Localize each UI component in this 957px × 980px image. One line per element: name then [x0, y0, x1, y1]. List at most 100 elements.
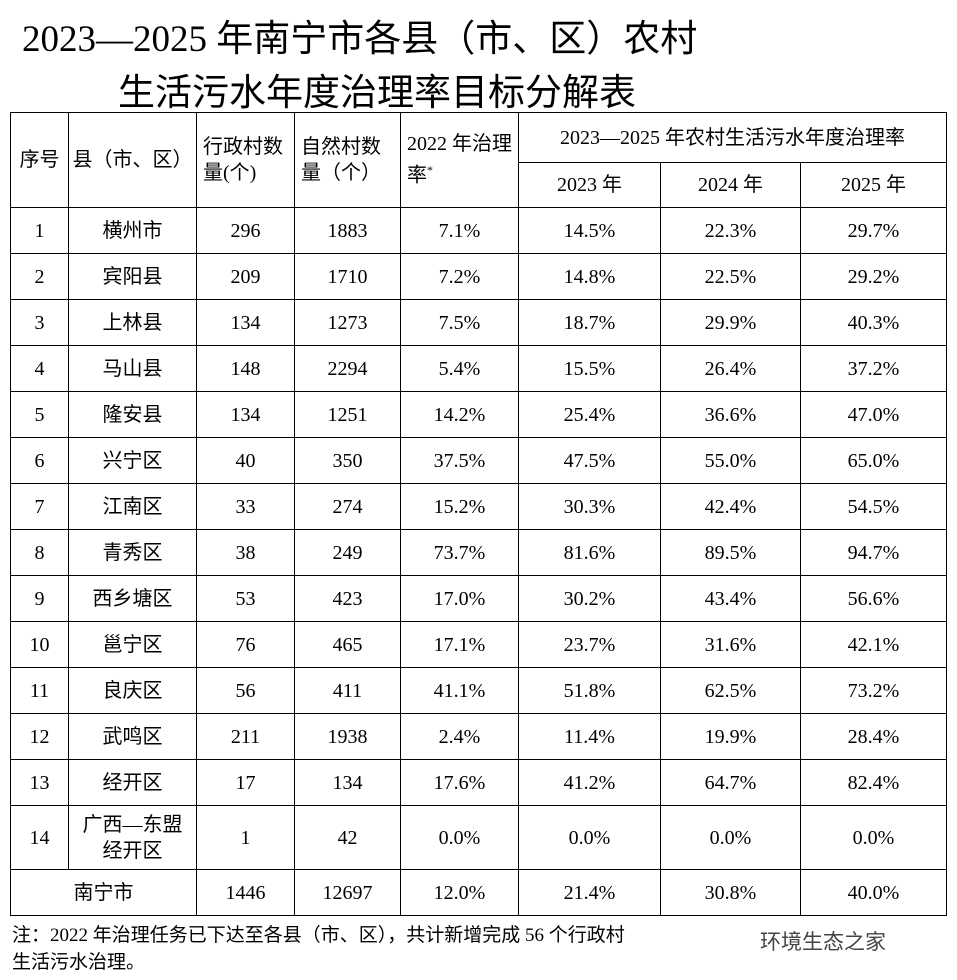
cell: 0.0%: [660, 805, 801, 870]
cell: 14.5%: [518, 207, 661, 254]
cell: 40: [196, 437, 295, 484]
header-text: 2022 年治理率: [407, 133, 512, 187]
cell: 2.4%: [400, 713, 519, 760]
header-cell: 序号: [10, 112, 69, 208]
cell: 73.2%: [800, 667, 947, 714]
cell: 350: [294, 437, 401, 484]
cell: 76: [196, 621, 295, 668]
cell: 65.0%: [800, 437, 947, 484]
cell: 12.0%: [400, 869, 519, 916]
data-row: 11 良庆区 56 411 41.1% 51.8% 62.5% 73.2%: [10, 667, 947, 714]
cell: 2: [10, 253, 69, 300]
cell: 5: [10, 391, 69, 438]
cell: 0.0%: [800, 805, 947, 870]
cell: 94.7%: [800, 529, 947, 576]
data-row: 5 隆安县 134 1251 14.2% 25.4% 36.6% 47.0%: [10, 391, 947, 438]
cell: 广西—东盟经开区: [68, 805, 197, 870]
cell: 55.0%: [660, 437, 801, 484]
header-cell: 行政村数量(个): [196, 112, 295, 208]
group-header: 2023—2025 年农村生活污水年度治理率: [518, 112, 947, 163]
cell: 13: [10, 759, 69, 806]
cell: 40.3%: [800, 299, 947, 346]
cell: 马山县: [68, 345, 197, 392]
cell: 11: [10, 667, 69, 714]
cell: 1883: [294, 207, 401, 254]
cell: 武鸣区: [68, 713, 197, 760]
cell: 56.6%: [800, 575, 947, 622]
data-row: 3 上林县 134 1273 7.5% 18.7% 29.9% 40.3%: [10, 299, 947, 346]
cell: 上林县: [68, 299, 197, 346]
cell: 211: [196, 713, 295, 760]
cell: 26.4%: [660, 345, 801, 392]
cell: 62.5%: [660, 667, 801, 714]
cell: 1: [10, 207, 69, 254]
cell: 41.1%: [400, 667, 519, 714]
cell: 15.2%: [400, 483, 519, 530]
cell: 11.4%: [518, 713, 661, 760]
cell: 8: [10, 529, 69, 576]
cell: 64.7%: [660, 759, 801, 806]
cell: 经开区: [68, 759, 197, 806]
data-row: 6 兴宁区 40 350 37.5% 47.5% 55.0% 65.0%: [10, 437, 947, 484]
header-cell: 县（市、区）: [68, 112, 197, 208]
cell: 1446: [196, 869, 295, 916]
cell: 30.2%: [518, 575, 661, 622]
cell: 43.4%: [660, 575, 801, 622]
cell: 14.8%: [518, 253, 661, 300]
data-row: 1 横州市 296 1883 7.1% 14.5% 22.3% 29.7%: [10, 207, 947, 254]
data-row: 14 广西—东盟经开区 1 42 0.0% 0.0% 0.0% 0.0%: [10, 805, 947, 870]
cell: 36.6%: [660, 391, 801, 438]
cell: 81.6%: [518, 529, 661, 576]
cell: 42: [294, 805, 401, 870]
cell: 40.0%: [800, 869, 947, 916]
cell: 22.3%: [660, 207, 801, 254]
cell: 42.4%: [660, 483, 801, 530]
cell: 25.4%: [518, 391, 661, 438]
cell: 5.4%: [400, 345, 519, 392]
cell: 7: [10, 483, 69, 530]
data-row: 7 江南区 33 274 15.2% 30.3% 42.4% 54.5%: [10, 483, 947, 530]
cell: 3: [10, 299, 69, 346]
cell: 30.3%: [518, 483, 661, 530]
cell: 1273: [294, 299, 401, 346]
cell: 134: [196, 391, 295, 438]
cell: 宾阳县: [68, 253, 197, 300]
cell: 56: [196, 667, 295, 714]
data-row: 12 武鸣区 211 1938 2.4% 11.4% 19.9% 28.4%: [10, 713, 947, 760]
note: 注：2022 年治理任务已下达至各县（市、区），共计新增完成 56 个行政村生活…: [12, 925, 625, 973]
cell: 41.2%: [518, 759, 661, 806]
data-row: 4 马山县 148 2294 5.4% 15.5% 26.4% 37.2%: [10, 345, 947, 392]
cell: 37.2%: [800, 345, 947, 392]
cell: 7.1%: [400, 207, 519, 254]
cell: 51.8%: [518, 667, 661, 714]
cell: 148: [196, 345, 295, 392]
data-row: 8 青秀区 38 249 73.7% 81.6% 89.5% 94.7%: [10, 529, 947, 576]
cell: 横州市: [68, 207, 197, 254]
cell: 1938: [294, 713, 401, 760]
cell: 邕宁区: [68, 621, 197, 668]
data-row: 2 宾阳县 209 1710 7.2% 14.8% 22.5% 29.2%: [10, 253, 947, 300]
cell: 南宁市: [10, 869, 197, 916]
cell: 西乡塘区: [68, 575, 197, 622]
cell: 28.4%: [800, 713, 947, 760]
cell: 22.5%: [660, 253, 801, 300]
cell: 2294: [294, 345, 401, 392]
cell: 209: [196, 253, 295, 300]
cell: 良庆区: [68, 667, 197, 714]
cell: 47.0%: [800, 391, 947, 438]
cell: 17.1%: [400, 621, 519, 668]
cell: 15.5%: [518, 345, 661, 392]
cell: 29.2%: [800, 253, 947, 300]
year-cell: 2024 年: [660, 162, 801, 208]
cell: 38: [196, 529, 295, 576]
year-cell: 2023 年: [518, 162, 661, 208]
cell: 23.7%: [518, 621, 661, 668]
cell: 134: [294, 759, 401, 806]
cell: 29.9%: [660, 299, 801, 346]
cell: 37.5%: [400, 437, 519, 484]
header-mark: *: [427, 163, 433, 178]
cell: 江南区: [68, 483, 197, 530]
year-cell: 2025 年: [800, 162, 947, 208]
cell: 29.7%: [800, 207, 947, 254]
